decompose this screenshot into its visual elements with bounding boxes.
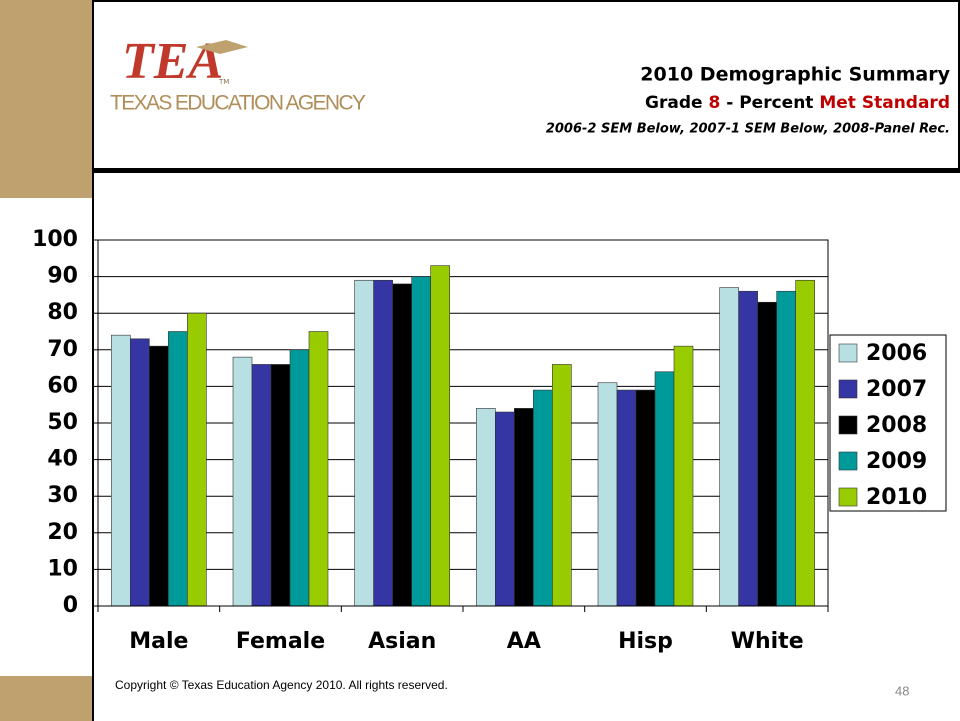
legend-label: 2007 (866, 377, 927, 402)
copyright: Copyright © Texas Education Agency 2010.… (115, 678, 448, 692)
bar (270, 364, 291, 607)
x-tick-label: AA (507, 629, 541, 654)
x-tick-label: White (731, 629, 804, 654)
y-tick-label: 100 (32, 227, 78, 252)
bar (654, 371, 675, 607)
bar (776, 290, 796, 607)
subtitle-text: - Percent (726, 93, 813, 113)
bar (373, 279, 393, 607)
bar (251, 364, 272, 607)
bar (168, 331, 188, 607)
y-tick-label: 40 (47, 447, 78, 472)
bar (719, 287, 739, 607)
bar (411, 276, 431, 607)
x-tick-label: Hisp (618, 629, 673, 654)
chart-title: 2010 Demographic Summary (640, 64, 950, 86)
y-tick-label: 90 (47, 264, 78, 289)
y-tick-label: 80 (47, 300, 78, 325)
bar (392, 283, 412, 607)
bar (111, 334, 131, 607)
bar (149, 345, 169, 607)
bar (738, 290, 758, 607)
y-tick-label: 20 (47, 520, 78, 545)
bar (635, 389, 656, 607)
side-band (0, 676, 93, 721)
bar (476, 408, 496, 607)
bar (757, 301, 777, 607)
bar (597, 382, 618, 607)
page-number: 48 (895, 683, 909, 698)
subtitle-text: Grade (645, 93, 703, 113)
bar (130, 338, 150, 607)
legend-swatch (838, 487, 858, 507)
x-tick-label: Female (236, 629, 325, 654)
bar (232, 356, 253, 607)
subtitle-highlight: Met Standard (819, 93, 950, 113)
y-tick-label: 60 (47, 373, 78, 398)
bar (289, 349, 310, 607)
legend-label: 2006 (866, 341, 927, 366)
plot-frame (97, 239, 829, 607)
legend-label: 2009 (866, 449, 927, 474)
logo-name: TEXAS EDUCATION AGENCY (110, 92, 366, 115)
legend-swatch (838, 451, 858, 471)
chart-subtitle: Grade 8 - Percent Met Standard (645, 93, 950, 113)
bar (514, 408, 534, 607)
y-tick-label: 70 (47, 337, 78, 362)
y-tick-label: 0 (63, 593, 78, 618)
bar (616, 389, 637, 607)
legend-label: 2010 (866, 485, 927, 510)
bar (430, 265, 450, 607)
logo-cap (196, 40, 248, 54)
subtitle-grade: 8 (708, 93, 720, 113)
y-tick-label: 50 (47, 410, 78, 435)
bar (495, 411, 515, 607)
logo-mark: TEA (122, 33, 223, 90)
chart-note: 2006-2 SEM Below, 2007-1 SEM Below, 2008… (546, 122, 950, 137)
bar (354, 279, 374, 607)
x-tick-label: Asian (368, 629, 436, 654)
logo-tm: TM (218, 78, 229, 86)
header-rule (93, 168, 960, 173)
legend-label: 2008 (866, 413, 927, 438)
y-tick-label: 10 (47, 556, 78, 581)
legend-swatch (838, 343, 858, 363)
bar (795, 279, 815, 607)
bar (187, 312, 207, 607)
bar (673, 345, 694, 607)
legend-swatch (838, 415, 858, 435)
legend-swatch (838, 379, 858, 399)
side-band (0, 0, 93, 198)
bar (552, 364, 572, 607)
y-tick-label: 30 (47, 483, 78, 508)
x-tick-label: Male (129, 629, 188, 654)
bar (533, 389, 553, 607)
bar (308, 331, 329, 607)
